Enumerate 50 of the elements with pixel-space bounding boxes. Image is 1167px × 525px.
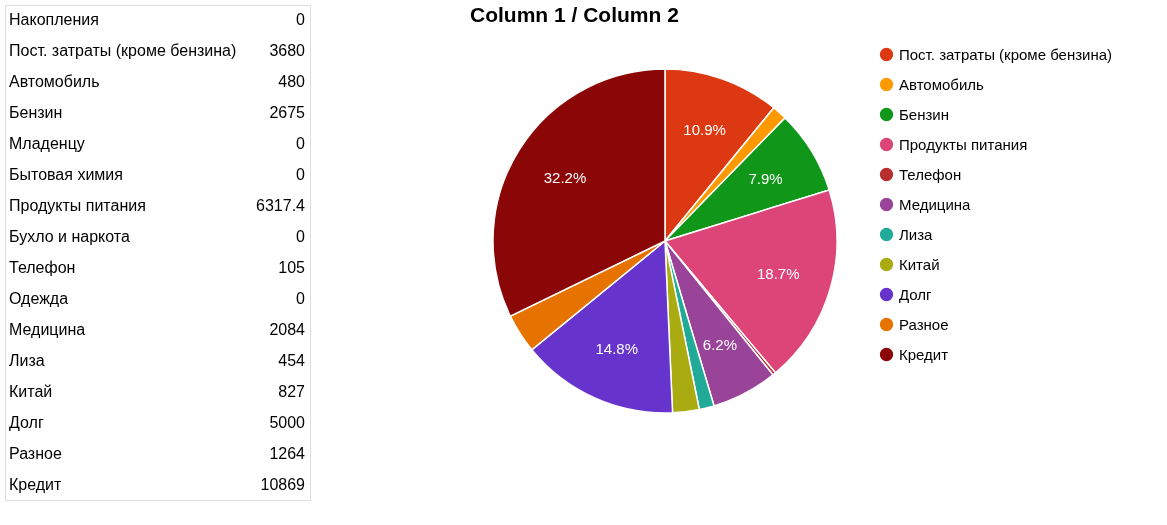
data-label: 14.8% (595, 339, 639, 357)
data-label: 105 (278, 258, 306, 276)
chart-title: Column 1 / Column 2 (470, 3, 679, 26)
category-label: Китай (9, 382, 53, 400)
legend-label: Разное (899, 315, 949, 333)
data-label: 2675 (269, 104, 306, 122)
data-label: 2084 (269, 320, 306, 338)
category-label: Кредит (9, 475, 63, 493)
category-label: Бензин (9, 104, 63, 122)
legend-label: Пост. затраты (кроме бензина) (899, 45, 1113, 63)
category-label: Младенцу (9, 135, 85, 153)
category-label: Автомобиль (9, 73, 100, 91)
data-label: 6317.4 (256, 197, 306, 215)
category-label: Телефон (9, 258, 76, 276)
data-label: 0 (296, 166, 306, 184)
category-label: Лиза (9, 351, 45, 369)
category-label: Одежда (9, 289, 69, 307)
legend-label: Китай (899, 255, 940, 273)
data-label: 0 (296, 228, 306, 246)
data-label: 5000 (269, 413, 306, 431)
data-label: 10.9% (683, 120, 726, 138)
data-label: 1264 (269, 444, 306, 462)
data-label: 0 (296, 135, 306, 153)
category-label: Бухло и наркота (9, 228, 130, 246)
category-label: Долг (9, 413, 44, 431)
legend-label: Долг (899, 285, 933, 303)
category-label: Разное (9, 444, 62, 462)
data-label: 827 (278, 382, 306, 400)
legend-label: Бензин (899, 105, 950, 123)
data-label: 10869 (260, 475, 306, 493)
data-label: 3680 (269, 42, 306, 60)
data-label: 6.2% (702, 336, 737, 354)
data-label: 454 (278, 351, 306, 369)
data-label: 18.7% (756, 265, 800, 283)
legend-label: Продукты питания (899, 135, 1028, 153)
category-label: Медицина (9, 320, 86, 338)
data-label: 0 (296, 11, 306, 29)
category-label: Пост. затраты (кроме бензина) (9, 42, 237, 60)
legend-label: Телефон (899, 165, 962, 183)
legend-label: Медицина (899, 195, 972, 213)
data-label: 7.9% (748, 170, 783, 188)
category-label: Бытовая химия (9, 166, 123, 184)
data-label: 0 (296, 289, 306, 307)
category-label: Продукты питания (9, 197, 146, 215)
category-label: Накопления (9, 11, 99, 29)
legend-label: Лиза (899, 225, 934, 243)
legend-label: Кредит (899, 345, 949, 363)
data-label: 480 (278, 73, 306, 91)
data-label: 32.2% (543, 169, 587, 187)
legend-label: Автомобиль (899, 75, 985, 93)
